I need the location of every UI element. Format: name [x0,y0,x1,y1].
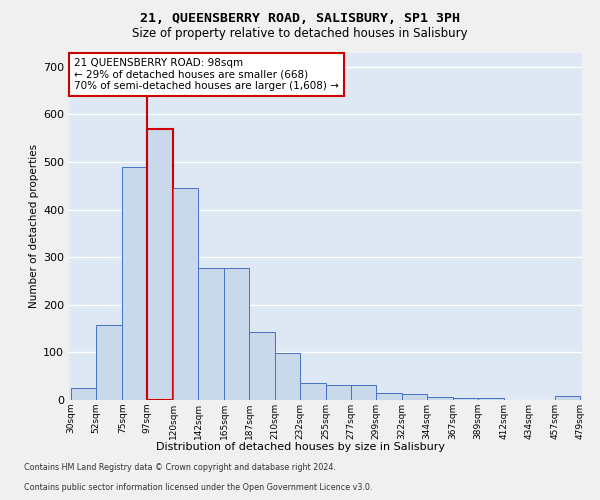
Text: Size of property relative to detached houses in Salisbury: Size of property relative to detached ho… [132,28,468,40]
Bar [97,326,122,400]
Bar [122,166,147,400]
Bar [453,398,478,400]
Bar [300,384,326,400]
Y-axis label: Number of detached properties: Number of detached properties [29,144,39,308]
Text: Contains HM Land Registry data © Crown copyright and database right 2024.: Contains HM Land Registry data © Crown c… [24,464,336,472]
Bar [351,385,376,400]
Bar [478,398,503,400]
Text: 21 QUEENSBERRY ROAD: 98sqm
← 29% of detached houses are smaller (668)
70% of sem: 21 QUEENSBERRY ROAD: 98sqm ← 29% of deta… [74,58,339,91]
Text: Distribution of detached houses by size in Salisbury: Distribution of detached houses by size … [155,442,445,452]
Bar [148,128,173,400]
Bar [326,385,351,400]
Bar [249,332,275,400]
Bar [198,268,224,400]
Bar [376,393,402,400]
Text: Contains public sector information licensed under the Open Government Licence v3: Contains public sector information licen… [24,484,373,492]
Bar [402,394,427,400]
Bar [427,396,453,400]
Bar [173,188,198,400]
Bar [71,388,96,400]
Text: 21, QUEENSBERRY ROAD, SALISBURY, SP1 3PH: 21, QUEENSBERRY ROAD, SALISBURY, SP1 3PH [140,12,460,26]
Bar [275,354,300,400]
Bar [224,268,249,400]
Bar [555,396,580,400]
